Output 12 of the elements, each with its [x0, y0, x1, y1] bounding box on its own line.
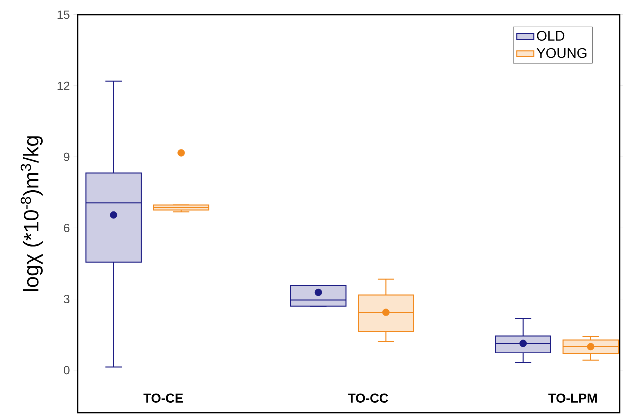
y-tick-label: 6 [64, 224, 70, 232]
legend-label: OLD [537, 31, 565, 41]
y-axis-title: logχ (*10$^{-8}$)m$^{3}$/kg [20, 136, 43, 292]
x-tick-label: TO-LPM [548, 394, 597, 403]
y-tick-label: 12 [58, 82, 70, 90]
y-tick-label: 3 [64, 295, 70, 304]
legend-label: YOUNG [536, 48, 587, 58]
y-tick-label: 9 [64, 152, 70, 162]
y-tick-label: 15 [58, 10, 70, 20]
y-tick-label: 0 [64, 366, 70, 375]
x-tick-label: TO-CC [348, 394, 388, 403]
x-tick-label: TO-CE [144, 394, 184, 403]
